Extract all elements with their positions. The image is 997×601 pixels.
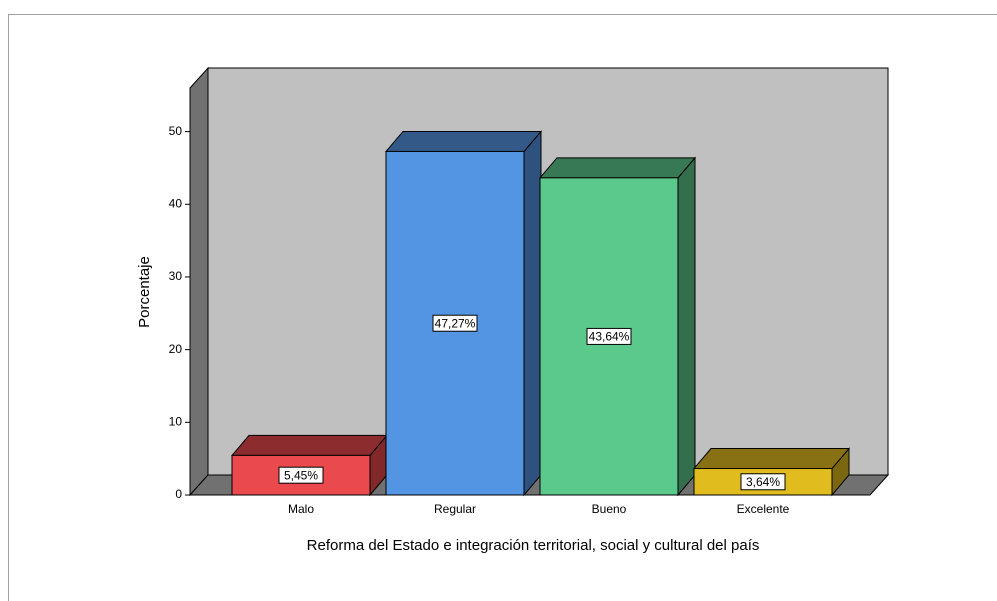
value-label-box (432, 314, 478, 332)
value-label: 47,27% (435, 316, 476, 330)
y-tick-label: 50 (169, 124, 183, 138)
x-tick-label: Malo (288, 502, 314, 516)
bar-top (692, 448, 851, 470)
value-label: 5,45% (284, 468, 318, 482)
x-tick-label: Bueno (592, 502, 627, 516)
value-label-box (586, 327, 632, 345)
bar-top (230, 434, 389, 456)
left-wall (189, 66, 209, 497)
x-tick-label: Regular (434, 502, 476, 516)
value-label: 43,64% (589, 330, 630, 344)
y-tick-label: 40 (169, 196, 183, 210)
bar-side (677, 156, 696, 497)
value-label-box (740, 473, 786, 491)
y-tick-label: 0 (175, 487, 182, 501)
value-label: 3,64% (746, 475, 780, 489)
y-tick-label: 30 (169, 269, 183, 283)
bar-side (523, 130, 542, 497)
value-label-box (278, 466, 324, 484)
x-tick-label: Excelente (737, 502, 790, 516)
bar-top (538, 157, 697, 179)
x-axis-label: Reforma del Estado e integración territo… (307, 537, 760, 554)
y-axis-label: Porcentaje (136, 256, 153, 328)
bar-top (384, 130, 543, 152)
y-tick-label: 10 (169, 414, 183, 428)
y-tick-label: 20 (169, 342, 183, 356)
